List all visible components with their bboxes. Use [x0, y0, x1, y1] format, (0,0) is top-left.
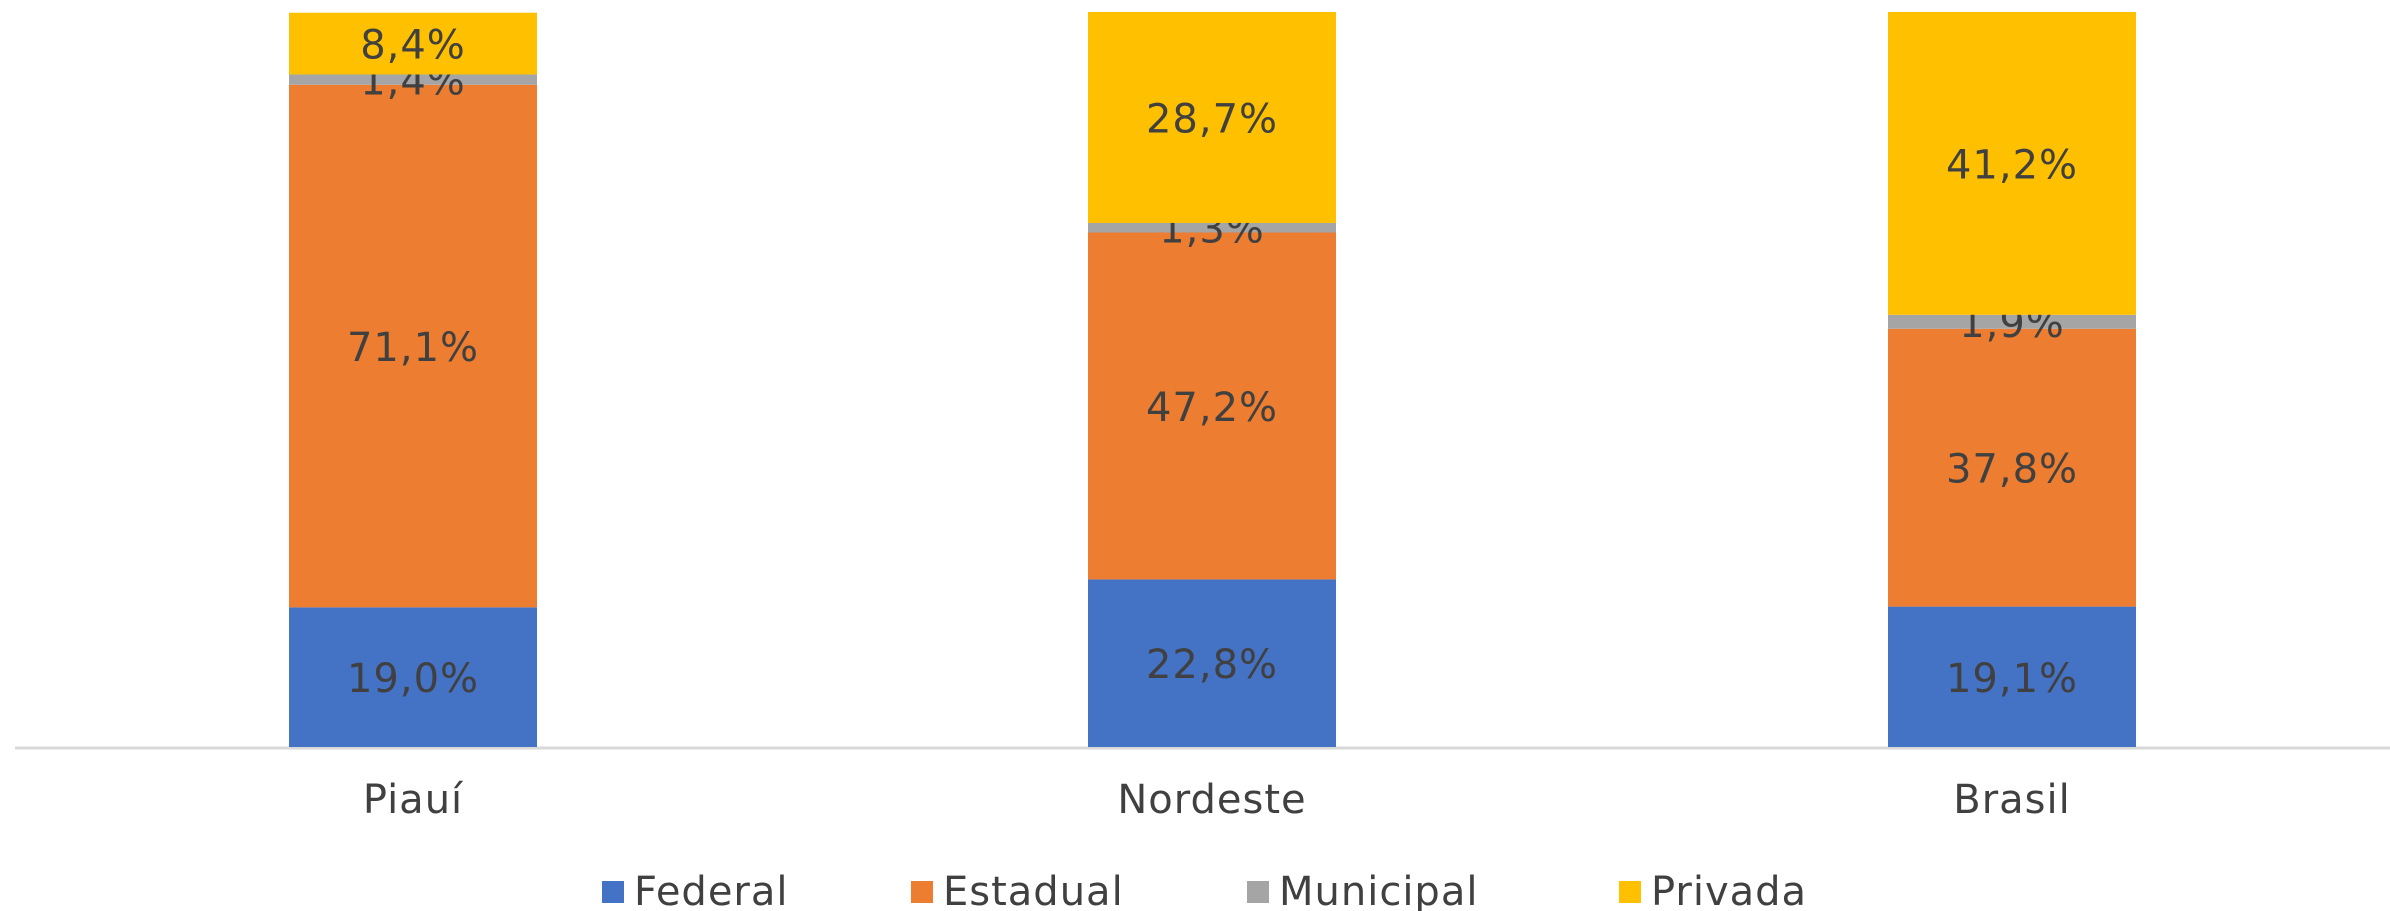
- x-tick-label: Piauí: [363, 777, 464, 823]
- bar-segment: [1088, 222, 1336, 233]
- legend-swatch: [1247, 881, 1269, 903]
- data-label: 41,2%: [1946, 142, 2078, 188]
- legend-swatch: [602, 881, 624, 903]
- legend-label: Federal: [634, 869, 789, 911]
- data-label: 28,7%: [1146, 96, 1278, 142]
- data-label: 71,1%: [347, 325, 479, 371]
- data-label: 19,0%: [347, 656, 479, 702]
- data-label: 22,8%: [1146, 642, 1278, 688]
- legend-label: Municipal: [1279, 869, 1478, 911]
- bar-segment: [1088, 232, 1336, 580]
- x-tick-label: Brasil: [1953, 777, 2070, 823]
- bar-segment: [1088, 12, 1336, 223]
- x-tick-label: Nordeste: [1117, 777, 1306, 823]
- data-label: 37,8%: [1946, 447, 2078, 493]
- legend-label: Privada: [1651, 869, 1807, 911]
- bar-segment: [1888, 314, 2136, 329]
- bar-segment: [1888, 606, 2136, 747]
- bar-segment: [289, 12, 537, 75]
- data-label: 47,2%: [1146, 385, 1278, 431]
- data-label: 19,1%: [1946, 656, 2078, 702]
- bar-segment: [1088, 579, 1336, 747]
- legend-swatch: [1619, 881, 1641, 903]
- bar-segment: [1888, 328, 2136, 607]
- bar-segment: [289, 607, 537, 747]
- data-label: 8,4%: [360, 23, 466, 69]
- legend-label: Estadual: [943, 869, 1124, 911]
- bar-segment: [289, 74, 537, 85]
- bar-segment: [289, 84, 537, 608]
- bar-segment: [1888, 12, 2136, 315]
- legend-swatch: [911, 881, 933, 903]
